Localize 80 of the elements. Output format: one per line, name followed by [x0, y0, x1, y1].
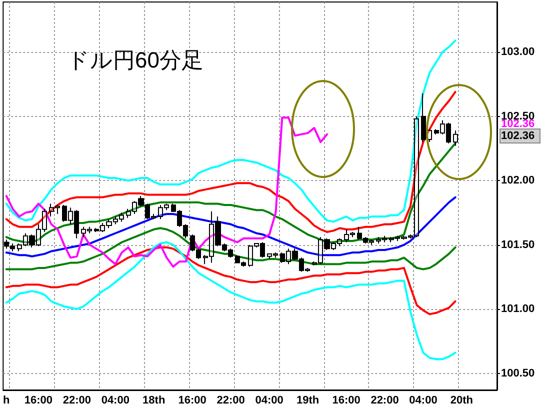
x-tick-label: 04:00	[101, 394, 130, 406]
candlestick	[106, 218, 112, 229]
line-series	[5, 241, 456, 360]
y-tick-label: 101.50	[501, 238, 535, 251]
candlestick	[164, 203, 169, 211]
candlestick	[280, 252, 285, 264]
candlestick	[344, 228, 349, 243]
y-tick-label: 101.00	[501, 303, 535, 316]
line-series	[5, 246, 456, 316]
x-tick-label: 22:00	[370, 394, 399, 406]
candlestick	[151, 213, 156, 220]
y-tick-label: 103.00	[501, 46, 535, 58]
line-series	[5, 90, 456, 233]
x-tick-label: 22:00	[62, 394, 91, 406]
candlestick	[113, 216, 118, 225]
candlestick	[382, 235, 387, 243]
candlestick	[36, 224, 41, 247]
candlestick	[434, 128, 439, 135]
candlestick	[29, 234, 35, 248]
candlestick	[318, 236, 323, 265]
candlestick	[305, 267, 310, 272]
candlestick	[119, 212, 124, 222]
y-tick-label: 100.50	[501, 367, 535, 380]
candlestick	[203, 254, 208, 265]
candlestick	[62, 204, 67, 222]
line-series	[5, 227, 456, 270]
candlestick	[17, 243, 22, 252]
line-series	[5, 142, 456, 244]
candlestick	[337, 238, 342, 247]
candlestick	[331, 242, 336, 250]
candlestick	[376, 236, 381, 244]
candlestick	[401, 235, 407, 240]
candlestick	[408, 234, 413, 239]
candlestick	[55, 204, 60, 214]
candlestick	[312, 261, 317, 266]
candlestick	[100, 222, 105, 232]
candlestick	[453, 130, 458, 146]
candlestick	[350, 231, 355, 238]
text: 102.36	[501, 130, 535, 142]
x-tick-label: 19th	[296, 394, 320, 406]
x-tick-label: 16:00	[332, 394, 360, 406]
candlestick	[49, 203, 54, 218]
x-tick-label: 04:00	[409, 394, 438, 406]
candlestick	[440, 120, 445, 135]
x-tick-label: 16:00	[178, 394, 206, 406]
candlestick	[132, 200, 137, 214]
candlestick	[369, 239, 374, 246]
candlestick	[81, 226, 86, 238]
candlestick	[158, 204, 163, 220]
candlestick	[74, 210, 79, 239]
candlestick	[286, 248, 291, 265]
candlestick	[389, 236, 394, 243]
candlestick	[209, 210, 214, 264]
candlestick	[273, 252, 278, 258]
x-tick-label: 20th	[450, 394, 474, 406]
x-tick-label: 04:00	[255, 394, 284, 406]
candlestick	[421, 92, 426, 143]
text: ドル円60分足	[67, 48, 204, 72]
x-tick-label: 22:00	[216, 394, 245, 406]
y-tick-label: 102.00	[501, 174, 535, 187]
candlestick	[324, 238, 330, 250]
line-series	[5, 196, 456, 258]
candlestick	[42, 208, 47, 232]
candlestick	[68, 207, 73, 225]
candlestick	[267, 253, 272, 260]
x-tick-label: 18th	[142, 394, 166, 406]
candlestick	[23, 232, 28, 247]
candlestick	[254, 243, 259, 248]
candlestick	[248, 244, 253, 268]
x-tick-label: h	[2, 394, 10, 406]
line-series	[5, 116, 328, 268]
line-series	[5, 40, 456, 223]
candlestick	[94, 228, 99, 232]
candlestick	[260, 242, 265, 258]
candlestick	[87, 226, 92, 234]
candlestick	[395, 235, 400, 242]
candlestick	[414, 116, 419, 238]
x-tick-label: 16:00	[24, 394, 52, 406]
candlestick	[126, 208, 131, 218]
candlestick	[446, 122, 451, 144]
